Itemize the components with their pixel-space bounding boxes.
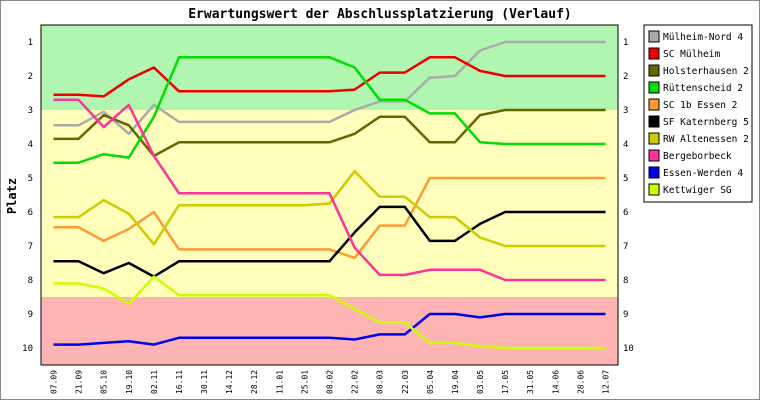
x-tick-label: 28.06	[576, 370, 585, 394]
y-tick-label-left: 3	[28, 106, 33, 116]
legend-swatch-6	[648, 132, 660, 145]
y-tick-label-right: 8	[623, 276, 628, 286]
x-tick-label: 08.03	[376, 370, 385, 394]
y-tick-label-left: 4	[28, 140, 33, 150]
y-tick-label-left: 7	[28, 242, 33, 252]
x-tick-label: 19.04	[451, 370, 460, 394]
y-tick-label-left: 1	[28, 38, 33, 48]
y-tick-label-right: 3	[623, 106, 628, 116]
legend-label-6: RW Altenessen 2	[663, 134, 749, 145]
chart-title: Erwartungswert der Abschlussplatzierung …	[188, 7, 572, 22]
legend: Mülheim-Nord 4 SC Mülheim Holsterhausen 2 R…	[643, 24, 753, 203]
y-tick-label-left: 9	[28, 310, 33, 320]
legend-label-1: SC Mülheim	[663, 49, 720, 60]
y-axis-label: Platz	[5, 178, 19, 214]
legend-swatch-4	[648, 98, 660, 111]
x-tick-label: 11.01	[275, 370, 284, 394]
legend-swatch-0	[648, 30, 660, 43]
series-line-0	[53, 40, 606, 136]
x-tick-label: 28.12	[250, 370, 259, 394]
series-line-5	[53, 205, 606, 278]
x-tick-label: 31.05	[526, 370, 535, 394]
y-tick-labels-right: 1 2 3 4 5 6 7 8 9 10	[623, 38, 634, 354]
x-tick-label: 03.05	[476, 370, 485, 394]
y-tick-label-right: 6	[623, 208, 628, 218]
x-tick-label: 16.11	[175, 370, 184, 394]
series-line-8	[53, 312, 606, 346]
x-tick-label: 21.09	[75, 370, 84, 394]
y-tick-label-right: 9	[623, 310, 628, 320]
series-line-7	[53, 98, 606, 282]
series-lines	[53, 40, 606, 350]
x-tick-label: 07.09	[50, 370, 59, 394]
series-line-2	[53, 108, 606, 158]
y-tick-labels-left: 1 2 3 4 5 6 7 8 9 10	[22, 38, 33, 354]
legend-swatch-1	[648, 47, 660, 60]
x-tick-label: 22.03	[401, 370, 410, 394]
legend-swatch-3	[648, 81, 660, 94]
series-line-1	[53, 56, 606, 98]
y-tick-label-right: 7	[623, 242, 628, 252]
series-line-4	[53, 176, 606, 260]
y-tick-label-right: 4	[623, 140, 628, 150]
x-tick-label: 05.10	[100, 370, 109, 394]
legend-label-7: Bergeborbeck	[663, 151, 732, 162]
y-tick-label-right: 5	[623, 174, 628, 184]
legend-label-8: Essen-Werden 4	[663, 168, 743, 179]
x-tick-label: 14.12	[225, 370, 234, 394]
legend-box	[643, 24, 753, 203]
zone-band-2	[41, 297, 618, 365]
y-tick-label-right: 2	[623, 72, 628, 82]
x-tick-labels: 07.09 21.09 05.10 19.10 02.11 16.11 30.11 14.12…	[50, 370, 611, 394]
legend-label-2: Holsterhausen 2	[663, 66, 749, 77]
legend-swatch-8	[648, 166, 660, 179]
x-tick-label: 02.11	[150, 370, 159, 394]
x-tick-label: 14.06	[551, 370, 560, 394]
legend-label-9: Kettwiger SG	[663, 185, 732, 196]
x-tick-label: 08.02	[326, 370, 335, 394]
zone-band-0	[41, 25, 618, 110]
legend-label-0: Mülheim-Nord 4	[663, 32, 743, 43]
legend-swatch-2	[648, 64, 660, 77]
x-tick-label: 30.11	[200, 370, 209, 394]
series-line-6	[53, 169, 606, 248]
legend-label-4: SC 1b Essen 2	[663, 100, 737, 111]
legend-swatch-5	[648, 115, 660, 128]
y-tick-label-right: 1	[623, 38, 628, 48]
x-tick-label: 12.07	[601, 370, 610, 394]
legend-swatch-9	[648, 183, 660, 196]
series-line-9	[53, 275, 606, 350]
x-tick-label: 05.04	[426, 370, 435, 394]
x-tick-label: 19.10	[125, 370, 134, 394]
y-tick-label-right: 10	[623, 344, 634, 354]
y-tick-label-left: 8	[28, 276, 33, 286]
x-tick-label: 22.02	[351, 370, 360, 394]
y-tick-label-left: 6	[28, 208, 33, 218]
y-tick-label-left: 10	[22, 344, 33, 354]
legend-swatch-7	[648, 149, 660, 162]
series-line-3	[53, 56, 606, 164]
x-tick-label: 17.05	[501, 370, 510, 394]
legend-label-3: Rüttenscheid 2	[663, 83, 743, 94]
legend-label-5: SF Katernberg 5	[663, 117, 749, 128]
x-tick-label: 25.01	[300, 370, 309, 394]
plot-area-border	[40, 24, 619, 366]
y-tick-label-left: 2	[28, 72, 33, 82]
y-tick-label-left: 5	[28, 174, 33, 184]
